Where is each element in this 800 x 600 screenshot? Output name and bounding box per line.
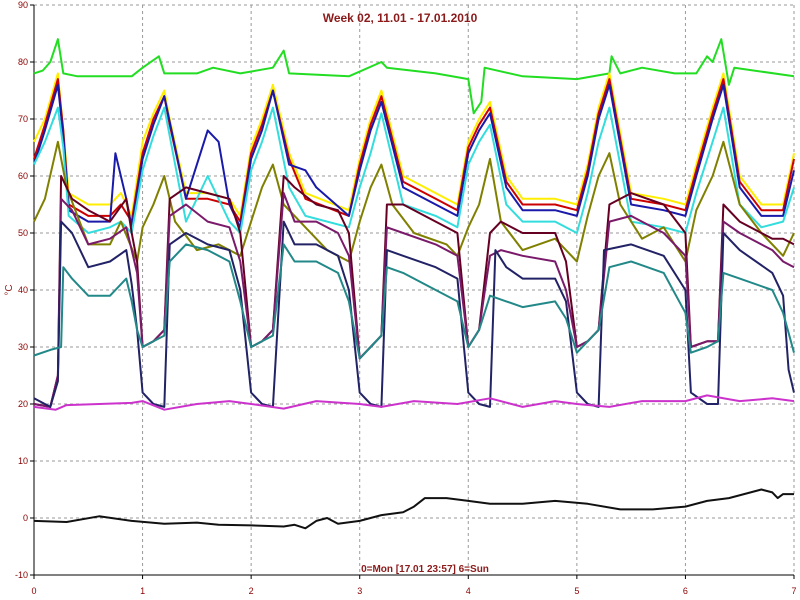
series-lines [33, 38, 795, 530]
y-tick-label: 10 [18, 456, 28, 466]
x-tick-label: 7 [791, 586, 796, 596]
series-line-11 [33, 394, 795, 411]
x-tick-label: 1 [140, 586, 145, 596]
y-tick-label: 80 [18, 57, 28, 67]
y-axis-label: °C [4, 284, 15, 295]
x-tick-label: 6 [683, 586, 688, 596]
x-tick-label: 2 [249, 586, 254, 596]
chart-title: Week 02, 11.01 - 17.01.2010 [323, 11, 478, 25]
y-tick-label: 30 [18, 342, 28, 352]
x-tick-label: 3 [357, 586, 362, 596]
y-tick-label: 40 [18, 285, 28, 295]
y-tick-label: 60 [18, 171, 28, 181]
y-tick-label: 0 [23, 513, 28, 523]
axes [30, 4, 795, 579]
series-line-6 [33, 140, 795, 263]
series-line-12 [33, 488, 794, 530]
y-tick-label: -10 [15, 570, 28, 580]
y-tick-label: 50 [18, 228, 28, 238]
y-tick-label: 20 [18, 399, 28, 409]
series-line-10 [33, 243, 795, 360]
series-line-5 [33, 106, 795, 234]
chart-footer: 0=Mon [17.01 23:57] 6=Sun [361, 564, 489, 575]
y-tick-label: 90 [18, 0, 28, 10]
series-line-1 [33, 38, 795, 115]
x-tick-label: 0 [31, 586, 36, 596]
x-tick-label: 4 [466, 586, 471, 596]
y-tick-label: 70 [18, 114, 28, 124]
x-tick-label: 5 [574, 586, 579, 596]
